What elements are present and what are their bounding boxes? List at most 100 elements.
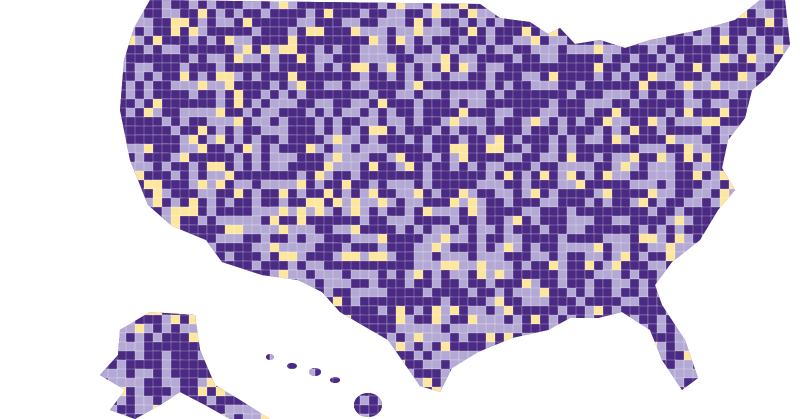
county (620, 107, 631, 118)
county (755, 98, 766, 109)
county (746, 350, 758, 362)
county (90, 45, 99, 61)
county (611, 341, 622, 353)
county (665, 386, 677, 398)
county (125, 269, 137, 284)
county (512, 0, 523, 10)
county (575, 323, 587, 335)
county (755, 134, 767, 146)
county (683, 89, 694, 100)
county (305, 206, 317, 218)
county (467, 89, 478, 100)
county (548, 359, 560, 372)
county (359, 26, 370, 37)
county (458, 134, 470, 146)
county (557, 332, 569, 344)
county (566, 80, 577, 92)
county (152, 332, 164, 343)
county (494, 368, 507, 380)
county (611, 413, 623, 419)
county (638, 170, 650, 181)
county (494, 251, 506, 263)
county (719, 314, 730, 327)
county (728, 377, 740, 390)
county (719, 134, 731, 145)
county (377, 413, 395, 419)
county (386, 404, 398, 419)
county (773, 197, 786, 208)
county (359, 377, 372, 390)
county (620, 71, 631, 83)
county (100, 251, 117, 267)
county (485, 89, 496, 101)
county (719, 206, 730, 218)
county (100, 332, 111, 348)
county (116, 0, 134, 12)
county (100, 269, 118, 282)
county (100, 404, 106, 417)
county (431, 224, 443, 236)
county (100, 224, 117, 239)
county (701, 350, 712, 361)
county (710, 305, 722, 317)
county (512, 233, 523, 244)
county (629, 287, 640, 298)
county (566, 323, 578, 334)
county (440, 404, 451, 416)
county (134, 170, 145, 182)
county (692, 305, 705, 318)
county (100, 62, 109, 80)
county (629, 179, 640, 191)
county (602, 413, 614, 419)
county (710, 224, 723, 235)
county (458, 206, 470, 218)
county (100, 260, 111, 273)
county (575, 215, 586, 227)
county (476, 53, 487, 64)
county (611, 260, 622, 272)
county (287, 296, 303, 308)
county (341, 368, 355, 382)
county (332, 323, 344, 335)
county (792, 261, 800, 271)
county (629, 413, 642, 419)
county (152, 296, 164, 308)
county (539, 341, 552, 352)
county (287, 377, 302, 388)
county (611, 53, 623, 64)
county (260, 269, 272, 284)
county (359, 107, 370, 119)
county (539, 251, 551, 263)
county (494, 98, 505, 110)
county (764, 368, 777, 380)
county (539, 26, 550, 37)
county (548, 8, 560, 20)
county (566, 188, 578, 199)
county (728, 332, 739, 345)
county (431, 296, 443, 307)
county (602, 215, 614, 227)
county (557, 53, 568, 64)
county (701, 251, 714, 264)
county (575, 395, 587, 406)
county (792, 99, 800, 108)
county (638, 287, 649, 298)
county (719, 305, 730, 316)
county (422, 386, 434, 397)
county (422, 0, 434, 11)
county (566, 251, 577, 262)
county (557, 368, 569, 379)
county (710, 386, 722, 397)
county (458, 116, 469, 127)
county (710, 395, 722, 408)
county (530, 179, 541, 190)
county (647, 71, 659, 83)
county (197, 395, 208, 412)
county (467, 107, 479, 119)
county (503, 0, 516, 11)
county (404, 35, 415, 47)
county (440, 377, 453, 388)
county (746, 197, 757, 209)
county (755, 125, 766, 138)
county (782, 0, 790, 11)
